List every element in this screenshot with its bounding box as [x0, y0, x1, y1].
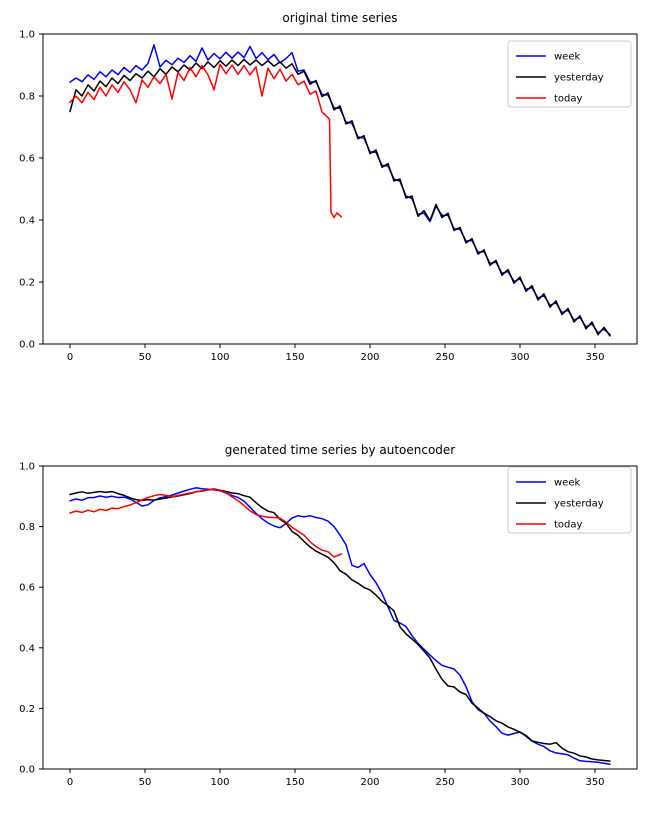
y-tick-label: 1.0 — [19, 30, 35, 41]
chart-original-legend: week yesterday today — [507, 40, 632, 108]
y-tick-label: 0.4 — [19, 216, 35, 227]
x-tick-label: 250 — [435, 777, 454, 788]
legend-label-yesterday: yesterday — [554, 499, 604, 510]
x-tick-label: 300 — [510, 352, 529, 363]
chart-generated-ticks: 0 50 100 150 200 250 300 350 0.0 0.2 0.4 0.6 0.8 1.0 — [19, 462, 604, 789]
chart-generated-legend: week yesterday today — [507, 466, 632, 534]
chart-generated-frame — [42, 465, 638, 770]
chart-original-ticks: 0 50 100 150 200 250 300 350 0.0 0.2 0.4 0.6 0.8 1.0 — [19, 30, 604, 364]
y-tick-label: 0.4 — [19, 643, 35, 654]
chart-original-title: original time series — [282, 11, 397, 25]
legend-label-today: today — [554, 94, 583, 105]
chart-original: original time series 0 50 100 150 200 250 300 3… — [19, 11, 638, 364]
x-tick-label: 200 — [360, 777, 379, 788]
chart-original-series — [69, 44, 611, 337]
x-tick-label: 350 — [585, 352, 604, 363]
x-tick-label: 50 — [139, 777, 152, 788]
series-line-today — [69, 488, 343, 558]
legend-box — [507, 40, 632, 108]
x-tick-label: 150 — [285, 777, 304, 788]
chart-generated-title: generated time series by autoencoder — [225, 443, 456, 457]
x-tick-label: 150 — [285, 352, 304, 363]
legend-box — [507, 466, 632, 534]
x-tick-label: 100 — [210, 777, 229, 788]
chart-original-frame — [42, 33, 638, 345]
x-tick-label: 350 — [585, 777, 604, 788]
y-tick-label: 0.6 — [19, 154, 35, 165]
y-tick-label: 0.8 — [19, 522, 35, 533]
y-tick-label: 0.0 — [19, 765, 35, 776]
series-line-today — [69, 63, 343, 219]
series-line-yesterday — [69, 58, 611, 337]
chart-generated-series — [69, 487, 611, 765]
y-tick-label: 0.2 — [19, 278, 35, 289]
x-tick-label: 250 — [435, 352, 454, 363]
y-tick-label: 0.0 — [19, 340, 35, 351]
x-tick-label: 200 — [360, 352, 379, 363]
legend-label-week: week — [554, 478, 580, 489]
x-tick-label: 300 — [510, 777, 529, 788]
series-line-yesterday — [69, 488, 611, 762]
y-tick-label: 0.2 — [19, 704, 35, 715]
y-tick-label: 1.0 — [19, 462, 35, 473]
x-tick-label: 100 — [210, 352, 229, 363]
x-tick-label: 0 — [67, 777, 73, 788]
y-tick-label: 0.8 — [19, 92, 35, 103]
legend-label-week: week — [554, 52, 580, 63]
legend-label-yesterday: yesterday — [554, 73, 604, 84]
chart-generated: generated time series by autoencoder 0 50… — [19, 443, 638, 789]
x-tick-label: 50 — [139, 352, 152, 363]
legend-label-today: today — [554, 520, 583, 531]
y-tick-label: 0.6 — [19, 583, 35, 594]
x-tick-label: 0 — [67, 352, 73, 363]
